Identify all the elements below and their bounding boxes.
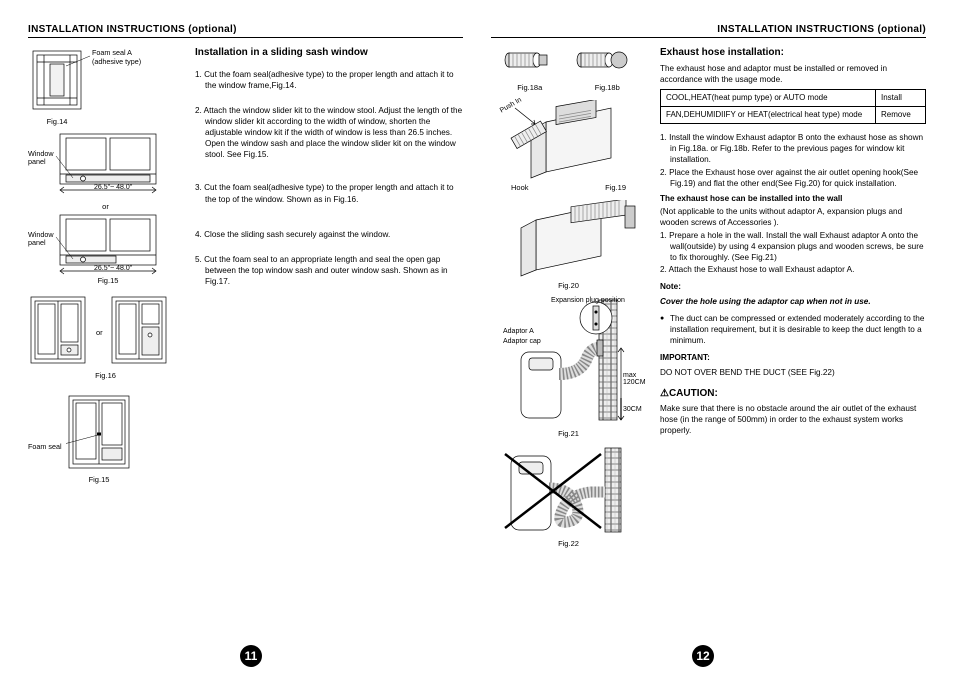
- fig-14-caption: Fig.14: [28, 117, 86, 126]
- fig-15a: Window panel: [28, 132, 183, 194]
- wall-install-note: (Not applicable to the units without ada…: [660, 206, 926, 228]
- wall-step-1: 1. Prepare a hole in the wall. Install t…: [660, 230, 926, 263]
- foam-seal-a-label: Foam seal A (adhesive type): [92, 49, 141, 66]
- fig-15b: Window panel: [28, 213, 183, 285]
- important-text: DO NOT OVER BEND THE DUCT (SEE Fig.22): [660, 367, 926, 378]
- fig-20-svg: [491, 200, 646, 278]
- fig-14: Foam seal A (adhesive type) Fig.14: [28, 46, 183, 124]
- table-row: COOL,HEAT(heat pump type) or AUTO mode I…: [661, 90, 926, 107]
- fig-15-caption: Fig.15: [60, 276, 156, 285]
- step-2: 2. Attach the window slider kit to the w…: [195, 105, 463, 160]
- fig-19-caption: Fig.19: [605, 183, 626, 192]
- fig-18a-caption: Fig.18a: [517, 83, 542, 92]
- note-text: Cover the hole using the adaptor cap whe…: [660, 296, 926, 307]
- fig-19: Push In Hook Fig.19: [491, 100, 646, 192]
- exhaust-heading: Exhaust hose installation:: [660, 46, 926, 59]
- step-1: 1. Cut the foam seal(adhesive type) to t…: [195, 69, 463, 91]
- fig-19-svg: [491, 100, 646, 180]
- fig-16b-svg: [109, 295, 171, 370]
- page-11: INSTALLATION INSTRUCTIONS (optional): [28, 24, 463, 619]
- left-text-column: Installation in a sliding sash window 1.…: [195, 46, 463, 492]
- left-header: INSTALLATION INSTRUCTIONS (optional): [28, 24, 463, 38]
- right-figure-column: Fig.18a Fig.18b: [491, 46, 646, 556]
- min-30-label: 30CM: [623, 406, 642, 413]
- fig-22: Fig.22: [491, 446, 646, 548]
- exhaust-step-1: 1. Install the window Exhaust adaptor B …: [660, 132, 926, 165]
- step-3: 3. Cut the foam seal(adhesive type) to t…: [195, 182, 463, 204]
- adaptor-cap-label: Adaptor cap: [503, 338, 541, 345]
- fig-18-captions: Fig.18a Fig.18b: [491, 82, 646, 92]
- expansion-plug-label: Expansion plug position: [551, 297, 625, 304]
- left-columns: Foam seal A (adhesive type) Fig.14 Windo…: [28, 46, 463, 492]
- fig-21-caption: Fig.21: [491, 429, 646, 438]
- mode-cell: FAN,DEHUMIDIIFY or HEAT(electrical heat …: [661, 107, 876, 124]
- fig-16a-svg: [28, 295, 90, 370]
- fig-20-caption: Fig.20: [491, 281, 646, 290]
- manual-spread: INSTALLATION INSTRUCTIONS (optional): [28, 24, 926, 619]
- range-label-a: 26.5"~ 48.0": [94, 184, 132, 191]
- fig-16-caption: Fig.16: [28, 371, 183, 380]
- fig-20: Fig.20: [491, 200, 646, 290]
- mode-table: COOL,HEAT(heat pump type) or AUTO mode I…: [660, 89, 926, 124]
- fig-19-bottom: Hook Fig.19: [491, 182, 646, 192]
- important-label: IMPORTANT:: [660, 352, 926, 363]
- max-120-label: max 120CM: [623, 372, 647, 386]
- fig-22-caption: Fig.22: [491, 539, 646, 548]
- foam-seal-label: Foam seal: [28, 442, 62, 451]
- fig-18b-caption: Fig.18b: [595, 83, 620, 92]
- page-number-12: 12: [692, 645, 714, 667]
- fig-22-svg: [491, 446, 646, 536]
- exhaust-intro: The exhaust hose and adaptor must be ins…: [660, 63, 926, 85]
- step-4: 4. Close the sliding sash securely again…: [195, 229, 463, 240]
- left-figure-column: Foam seal A (adhesive type) Fig.14 Windo…: [28, 46, 183, 492]
- fig-18: Fig.18a Fig.18b: [491, 46, 646, 92]
- exhaust-step-2: 2. Place the Exhaust hose over against t…: [660, 167, 926, 189]
- wall-install-heading: The exhaust hose can be installed into t…: [660, 193, 926, 204]
- note-label: Note:: [660, 281, 926, 292]
- right-columns: Fig.18a Fig.18b: [491, 46, 926, 556]
- window-panel-label-b: Window panel: [28, 231, 58, 248]
- page-number-11: 11: [240, 645, 262, 667]
- sliding-sash-heading: Installation in a sliding sash window: [195, 46, 463, 59]
- or-label-2: or: [96, 328, 103, 337]
- caution-text: Make sure that there is no obstacle arou…: [660, 403, 926, 436]
- adaptor-a-label: Adaptor A: [503, 328, 534, 335]
- duct-bullet: The duct can be compressed or extended m…: [660, 313, 926, 346]
- action-cell: Remove: [876, 107, 926, 124]
- step-5: 5. Cut the foam seal to an appropriate l…: [195, 254, 463, 287]
- table-row: FAN,DEHUMIDIIFY or HEAT(electrical heat …: [661, 107, 926, 124]
- fig-17-svg: [66, 394, 221, 474]
- range-label-b: 26.5"~ 48.0": [94, 265, 132, 272]
- right-header: INSTALLATION INSTRUCTIONS (optional): [491, 24, 926, 38]
- fig-21: Expansion plug position Adaptor A Adapto…: [491, 298, 646, 438]
- caution-label: ⚠CAUTION:: [660, 388, 926, 399]
- window-panel-label-a: Window panel: [28, 150, 58, 167]
- right-text-column: Exhaust hose installation: The exhaust h…: [660, 46, 926, 556]
- or-label-1: or: [28, 202, 183, 211]
- fig-17-caption: Fig.15: [66, 475, 132, 484]
- hook-label: Hook: [511, 183, 529, 192]
- fig-17: Foam seal Fig.15: [28, 394, 183, 484]
- fig-16: or: [28, 295, 183, 370]
- page-12: INSTALLATION INSTRUCTIONS (optional): [491, 24, 926, 619]
- action-cell: Install: [876, 90, 926, 107]
- fig-18-svg: [491, 46, 646, 80]
- wall-step-2: 2. Attach the Exhaust hose to wall Exhau…: [660, 264, 926, 275]
- mode-cell: COOL,HEAT(heat pump type) or AUTO mode: [661, 90, 876, 107]
